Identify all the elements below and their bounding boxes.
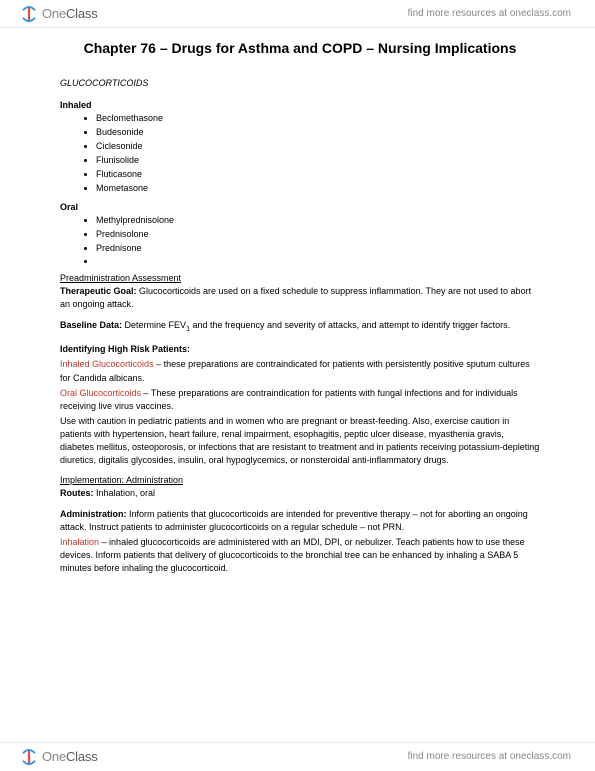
inhaled-heading: Inhaled [60,100,540,110]
brand-logo: OneClass [20,5,98,23]
highrisk-oral-para: Oral Glucocorticoids – These preparation… [60,387,540,413]
implementation-heading: Implementation: Administration [60,475,540,485]
oneclass-logo-icon [20,748,38,766]
highrisk-heading-para: Identifying High Risk Patients: [60,343,540,356]
administration-para: Administration: Inform patients that glu… [60,508,540,534]
preadministration-heading: Preadministration Assessment [60,273,540,283]
brand-logo-text: OneClass [42,6,98,21]
therapeutic-label: Therapeutic Goal: [60,286,137,296]
oral-heading: Oral [60,202,540,212]
highrisk-caution-para: Use with caution in pediatric patients a… [60,415,540,467]
routes-label: Routes: [60,488,94,498]
document-body: Chapter 76 – Drugs for Asthma and COPD –… [60,40,540,583]
oral-list: Methylprednisolone Prednisolone Predniso… [96,214,540,270]
list-item: Prednisolone [96,228,540,242]
highrisk-inhaled-label: Inhaled Glucocorticoids [60,359,154,369]
list-item [96,255,540,269]
baseline-data-para: Baseline Data: Determine FEV1 and the fr… [60,319,540,335]
admin-text: Inform patients that glucocorticoids are… [60,509,528,532]
header-tagline: find more resources at oneclass.com [408,8,571,19]
inhalation-label: Inhalation [60,537,99,547]
baseline-pre: Determine FEV [122,320,186,330]
oneclass-logo-icon [20,5,38,23]
list-item: Prednisone [96,242,540,256]
highrisk-heading: Identifying High Risk Patients: [60,344,190,354]
brand-logo-one-footer: One [42,749,66,764]
inhaled-list: Beclomethasone Budesonide Ciclesonide Fl… [96,112,540,196]
brand-logo-class: Class [66,6,98,21]
section-glucocorticoids: GLUCOCORTICOIDS [60,78,540,88]
chapter-title: Chapter 76 – Drugs for Asthma and COPD –… [60,40,540,56]
list-item: Budesonide [96,126,540,140]
brand-logo-one: One [42,6,66,21]
list-item: Beclomethasone [96,112,540,126]
footer-tagline: find more resources at oneclass.com [408,751,571,762]
admin-label: Administration: [60,509,127,519]
brand-logo-text-footer: OneClass [42,749,98,764]
list-item: Mometasone [96,182,540,196]
inhalation-para: Inhalation – inhaled glucocorticoids are… [60,536,540,575]
page-footer: OneClass find more resources at oneclass… [0,742,595,770]
baseline-post: and the frequency and severity of attack… [190,320,510,330]
page-header: OneClass find more resources at oneclass… [0,0,595,28]
therapeutic-goal-para: Therapeutic Goal: Glucocorticoids are us… [60,285,540,311]
inhalation-text: – inhaled glucocorticoids are administer… [60,537,525,573]
routes-para: Routes: Inhalation, oral [60,487,540,500]
brand-logo-footer: OneClass [20,748,98,766]
list-item: Ciclesonide [96,140,540,154]
list-item: Methylprednisolone [96,214,540,228]
list-item: Fluticasone [96,168,540,182]
baseline-label: Baseline Data: [60,320,122,330]
highrisk-oral-label: Oral Glucocorticoids [60,388,141,398]
list-item: Flunisolide [96,154,540,168]
routes-text: Inhalation, oral [94,488,156,498]
brand-logo-class-footer: Class [66,749,98,764]
highrisk-inhaled-para: Inhaled Glucocorticoids – these preparat… [60,358,540,384]
